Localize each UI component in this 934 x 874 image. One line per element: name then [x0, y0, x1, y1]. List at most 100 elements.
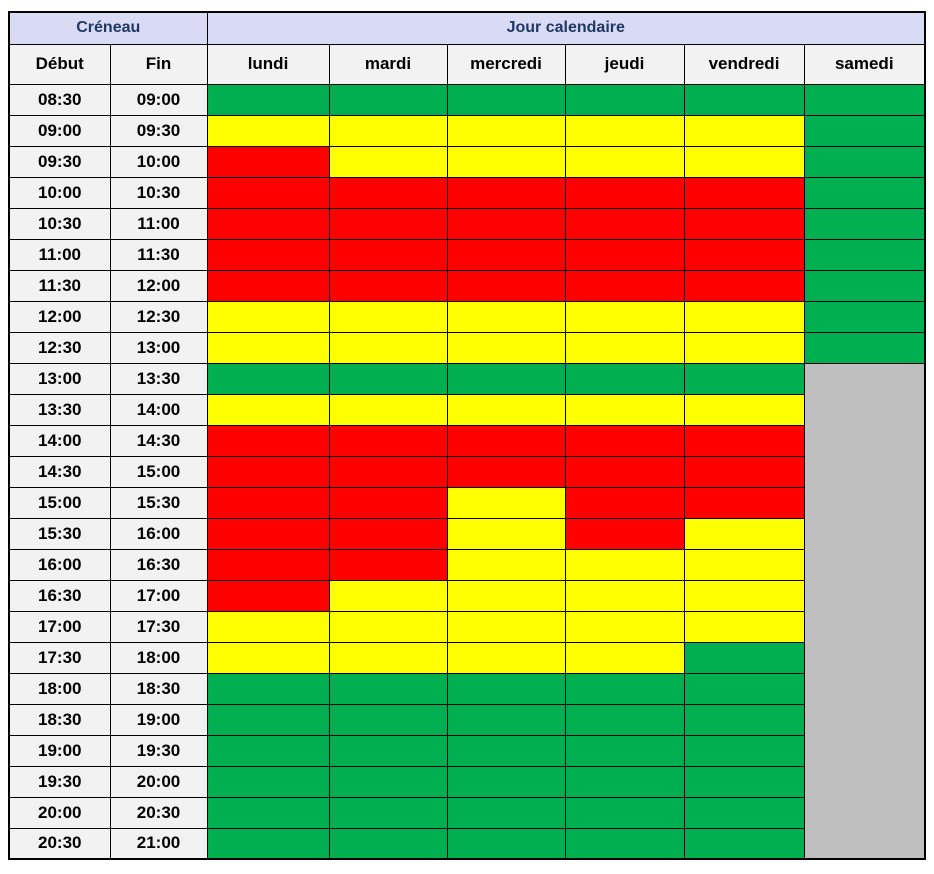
- slot-cell-vendredi-1230[interactable]: [683, 331, 805, 364]
- slot-cell-jeudi-1430[interactable]: [564, 455, 685, 488]
- slot-cell-vendredi-2000[interactable]: [683, 796, 805, 829]
- slot-cell-mardi-1000[interactable]: [328, 176, 448, 209]
- slot-cell-jeudi-1730[interactable]: [564, 641, 685, 674]
- slot-cell-jeudi-0830[interactable]: [564, 83, 685, 116]
- slot-cell-lundi-1600[interactable]: [206, 548, 330, 581]
- slot-cell-lundi-1500[interactable]: [206, 486, 330, 519]
- slot-cell-mardi-2030[interactable]: [328, 827, 448, 860]
- slot-cell-jeudi-0930[interactable]: [564, 145, 685, 178]
- slot-cell-mercredi-1730[interactable]: [446, 641, 566, 674]
- slot-cell-jeudi-1130[interactable]: [564, 269, 685, 302]
- slot-cell-mercredi-1630[interactable]: [446, 579, 566, 612]
- slot-cell-lundi-2000[interactable]: [206, 796, 330, 829]
- slot-cell-lundi-1900[interactable]: [206, 734, 330, 767]
- slot-cell-jeudi-1600[interactable]: [564, 548, 685, 581]
- slot-cell-mercredi-1330[interactable]: [446, 393, 566, 426]
- slot-cell-mercredi-1130[interactable]: [446, 269, 566, 302]
- slot-cell-mardi-1230[interactable]: [328, 331, 448, 364]
- slot-cell-mercredi-1000[interactable]: [446, 176, 566, 209]
- slot-cell-vendredi-1930[interactable]: [683, 765, 805, 798]
- slot-cell-mardi-0830[interactable]: [328, 83, 448, 116]
- slot-cell-vendredi-1600[interactable]: [683, 548, 805, 581]
- slot-cell-lundi-1630[interactable]: [206, 579, 330, 612]
- slot-cell-mardi-1430[interactable]: [328, 455, 448, 488]
- slot-cell-mardi-1930[interactable]: [328, 765, 448, 798]
- slot-cell-vendredi-1900[interactable]: [683, 734, 805, 767]
- slot-cell-samedi-1230[interactable]: [803, 331, 926, 364]
- slot-cell-lundi-1800[interactable]: [206, 672, 330, 705]
- slot-cell-vendredi-1630[interactable]: [683, 579, 805, 612]
- slot-cell-jeudi-1330[interactable]: [564, 393, 685, 426]
- slot-cell-mercredi-1430[interactable]: [446, 455, 566, 488]
- slot-cell-jeudi-1100[interactable]: [564, 238, 685, 271]
- slot-cell-lundi-1700[interactable]: [206, 610, 330, 643]
- slot-cell-samedi-1000[interactable]: [803, 176, 926, 209]
- slot-cell-mardi-1130[interactable]: [328, 269, 448, 302]
- slot-cell-vendredi-1000[interactable]: [683, 176, 805, 209]
- slot-cell-mercredi-1500[interactable]: [446, 486, 566, 519]
- slot-cell-jeudi-1000[interactable]: [564, 176, 685, 209]
- slot-cell-vendredi-1430[interactable]: [683, 455, 805, 488]
- slot-cell-mercredi-1530[interactable]: [446, 517, 566, 550]
- slot-cell-lundi-1300[interactable]: [206, 362, 330, 395]
- slot-cell-vendredi-0930[interactable]: [683, 145, 805, 178]
- slot-cell-jeudi-1630[interactable]: [564, 579, 685, 612]
- slot-cell-mardi-1200[interactable]: [328, 300, 448, 333]
- slot-cell-mardi-1830[interactable]: [328, 703, 448, 736]
- slot-cell-lundi-1230[interactable]: [206, 331, 330, 364]
- slot-cell-samedi-1130[interactable]: [803, 269, 926, 302]
- slot-cell-mercredi-1600[interactable]: [446, 548, 566, 581]
- slot-cell-lundi-1200[interactable]: [206, 300, 330, 333]
- slot-cell-mercredi-1030[interactable]: [446, 207, 566, 240]
- slot-cell-mercredi-1700[interactable]: [446, 610, 566, 643]
- slot-cell-mercredi-0930[interactable]: [446, 145, 566, 178]
- slot-cell-lundi-1000[interactable]: [206, 176, 330, 209]
- slot-cell-mercredi-2000[interactable]: [446, 796, 566, 829]
- slot-cell-jeudi-1300[interactable]: [564, 362, 685, 395]
- slot-cell-mercredi-1800[interactable]: [446, 672, 566, 705]
- slot-cell-lundi-1130[interactable]: [206, 269, 330, 302]
- slot-cell-mercredi-0830[interactable]: [446, 83, 566, 116]
- slot-cell-mercredi-1830[interactable]: [446, 703, 566, 736]
- slot-cell-jeudi-1500[interactable]: [564, 486, 685, 519]
- slot-cell-vendredi-1800[interactable]: [683, 672, 805, 705]
- slot-cell-vendredi-1500[interactable]: [683, 486, 805, 519]
- slot-cell-lundi-1330[interactable]: [206, 393, 330, 426]
- slot-cell-lundi-1930[interactable]: [206, 765, 330, 798]
- slot-cell-jeudi-1900[interactable]: [564, 734, 685, 767]
- slot-cell-mardi-1730[interactable]: [328, 641, 448, 674]
- slot-cell-vendredi-1400[interactable]: [683, 424, 805, 457]
- slot-cell-jeudi-2000[interactable]: [564, 796, 685, 829]
- slot-cell-mardi-1400[interactable]: [328, 424, 448, 457]
- slot-cell-jeudi-1930[interactable]: [564, 765, 685, 798]
- slot-cell-mardi-1630[interactable]: [328, 579, 448, 612]
- slot-cell-jeudi-1830[interactable]: [564, 703, 685, 736]
- slot-cell-mardi-0900[interactable]: [328, 114, 448, 147]
- slot-cell-vendredi-1300[interactable]: [683, 362, 805, 395]
- slot-cell-vendredi-1030[interactable]: [683, 207, 805, 240]
- slot-cell-jeudi-1800[interactable]: [564, 672, 685, 705]
- slot-cell-mardi-1600[interactable]: [328, 548, 448, 581]
- slot-cell-vendredi-0900[interactable]: [683, 114, 805, 147]
- slot-cell-vendredi-2030[interactable]: [683, 827, 805, 860]
- slot-cell-jeudi-2030[interactable]: [564, 827, 685, 860]
- slot-cell-vendredi-0830[interactable]: [683, 83, 805, 116]
- slot-cell-mercredi-1200[interactable]: [446, 300, 566, 333]
- slot-cell-mercredi-1230[interactable]: [446, 331, 566, 364]
- slot-cell-lundi-1430[interactable]: [206, 455, 330, 488]
- slot-cell-lundi-1830[interactable]: [206, 703, 330, 736]
- slot-cell-lundi-0930[interactable]: [206, 145, 330, 178]
- slot-cell-vendredi-1700[interactable]: [683, 610, 805, 643]
- slot-cell-mercredi-2030[interactable]: [446, 827, 566, 860]
- slot-cell-mercredi-1300[interactable]: [446, 362, 566, 395]
- slot-cell-jeudi-1700[interactable]: [564, 610, 685, 643]
- slot-cell-vendredi-1100[interactable]: [683, 238, 805, 271]
- slot-cell-samedi-1200[interactable]: [803, 300, 926, 333]
- slot-cell-mardi-2000[interactable]: [328, 796, 448, 829]
- slot-cell-lundi-1100[interactable]: [206, 238, 330, 271]
- slot-cell-mardi-0930[interactable]: [328, 145, 448, 178]
- slot-cell-mardi-1700[interactable]: [328, 610, 448, 643]
- slot-cell-jeudi-1400[interactable]: [564, 424, 685, 457]
- slot-cell-mardi-1030[interactable]: [328, 207, 448, 240]
- slot-cell-vendredi-1200[interactable]: [683, 300, 805, 333]
